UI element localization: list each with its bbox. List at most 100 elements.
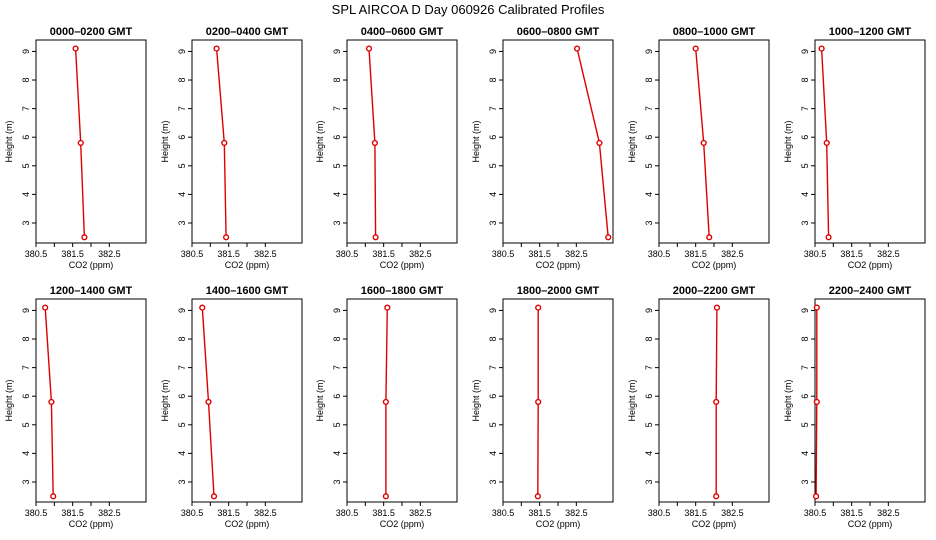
x-axis-label: CO2 (ppm)	[69, 260, 114, 270]
data-point	[210, 493, 218, 500]
y-tick-label: 8	[488, 337, 498, 342]
y-tick-label: 3	[21, 220, 31, 225]
data-point	[813, 398, 820, 406]
panel-title: 2000–2200 GMT	[673, 285, 756, 297]
y-tick-label: 3	[332, 479, 342, 484]
y-tick-label: 8	[21, 337, 31, 342]
x-axis-label: CO2 (ppm)	[692, 260, 737, 270]
y-tick-label: 7	[177, 106, 187, 111]
y-tick-label: 5	[800, 422, 810, 427]
panel-title: 1800–2000 GMT	[517, 285, 600, 297]
x-tick-label: 381.5	[217, 249, 240, 259]
x-axis-label: CO2 (ppm)	[848, 519, 893, 529]
y-tick-label: 9	[488, 49, 498, 54]
data-point	[382, 398, 389, 406]
y-tick-label: 3	[488, 479, 498, 484]
panel-title: 1400–1600 GMT	[206, 285, 289, 297]
y-tick-label: 5	[332, 163, 342, 168]
y-tick-label: 5	[644, 163, 654, 168]
x-tick-label: 381.5	[217, 508, 240, 518]
data-point	[382, 493, 389, 500]
y-tick-label: 7	[332, 106, 342, 111]
y-tick-label: 6	[177, 394, 187, 399]
y-tick-label: 8	[644, 78, 654, 83]
panel-title: 0800–1000 GMT	[673, 26, 756, 38]
data-point	[72, 45, 79, 52]
x-axis-label: CO2 (ppm)	[848, 260, 893, 270]
panel-title: 2200–2400 GMT	[829, 285, 912, 297]
y-tick-label: 5	[488, 422, 498, 427]
y-tick-label: 8	[800, 337, 810, 342]
plot-frame	[35, 39, 147, 244]
x-tick-label: 380.5	[804, 249, 827, 259]
y-tick-label: 4	[332, 192, 342, 197]
y-tick-label: 4	[644, 192, 654, 197]
data-point	[205, 398, 212, 406]
x-tick-label: 380.5	[181, 508, 204, 518]
y-tick-label: 3	[800, 220, 810, 225]
y-tick-label: 6	[332, 394, 342, 399]
y-tick-label: 8	[644, 337, 654, 342]
y-tick-label: 5	[332, 422, 342, 427]
data-point	[605, 234, 612, 241]
x-axis-label: CO2 (ppm)	[692, 519, 737, 529]
x-tick-label: 381.5	[840, 508, 863, 518]
y-tick-label: 6	[332, 135, 342, 140]
y-tick-label: 9	[21, 49, 31, 54]
data-point	[535, 304, 542, 311]
y-tick-label: 8	[177, 337, 187, 342]
y-axis-label: Height (m)	[4, 379, 14, 421]
y-tick-label: 6	[177, 135, 187, 140]
panel-title: 0200–0400 GMT	[206, 26, 289, 38]
y-tick-label: 3	[644, 220, 654, 225]
y-axis-label: Height (m)	[315, 379, 325, 421]
y-tick-label: 7	[177, 365, 187, 370]
y-tick-label: 5	[21, 163, 31, 168]
data-point	[823, 139, 830, 147]
y-tick-label: 9	[332, 308, 342, 313]
x-tick-label: 382.5	[565, 508, 588, 518]
x-axis-label: CO2 (ppm)	[380, 260, 425, 270]
data-point	[596, 139, 603, 147]
x-tick-label: 380.5	[336, 249, 359, 259]
y-tick-label: 8	[21, 78, 31, 83]
y-tick-label: 9	[177, 49, 187, 54]
profile-line	[576, 48, 609, 238]
y-tick-label: 3	[644, 479, 654, 484]
y-tick-label: 9	[644, 49, 654, 54]
x-tick-label: 380.5	[492, 249, 515, 259]
y-tick-label: 8	[800, 78, 810, 83]
y-tick-label: 5	[177, 422, 187, 427]
data-point	[535, 398, 542, 406]
plot-frame	[814, 298, 926, 503]
y-tick-label: 7	[800, 106, 810, 111]
y-axis-label: Height (m)	[471, 120, 481, 162]
y-tick-label: 4	[488, 451, 498, 456]
x-tick-label: 381.5	[61, 508, 84, 518]
x-tick-label: 382.5	[254, 249, 277, 259]
data-point	[48, 398, 55, 406]
data-point	[372, 234, 379, 241]
x-tick-label: 380.5	[648, 249, 671, 259]
x-axis-label: CO2 (ppm)	[536, 260, 581, 270]
x-tick-label: 380.5	[492, 508, 515, 518]
data-point	[818, 45, 825, 52]
x-tick-label: 380.5	[181, 249, 204, 259]
y-tick-label: 3	[177, 479, 187, 484]
data-point	[223, 234, 230, 241]
data-point	[825, 234, 832, 241]
data-point	[713, 398, 720, 406]
x-axis-label: CO2 (ppm)	[225, 519, 270, 529]
data-point	[812, 493, 820, 500]
y-tick-label: 4	[21, 192, 31, 197]
x-tick-label: 380.5	[648, 508, 671, 518]
y-tick-label: 5	[177, 163, 187, 168]
y-tick-label: 4	[21, 451, 31, 456]
